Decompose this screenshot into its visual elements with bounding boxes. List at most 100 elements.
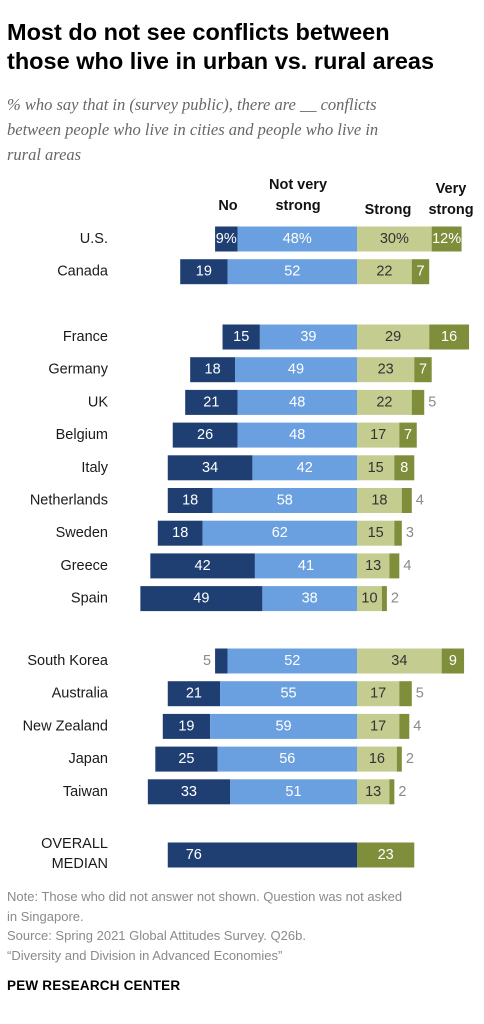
value-label-very-strong: 4	[413, 718, 421, 734]
bar-no	[172, 422, 238, 448]
bar-no	[155, 746, 218, 772]
bar-not-very-strong	[234, 357, 357, 383]
bar-very-strong	[394, 520, 402, 546]
value-label-very-strong: 3	[406, 525, 414, 541]
bar-strong	[357, 586, 382, 612]
value-label-strong: 13	[365, 784, 381, 800]
bar-not-very-strong	[230, 779, 357, 805]
value-label-strong: 16	[369, 751, 385, 767]
value-label-very-strong: 7	[404, 427, 412, 443]
bar-not-very-strong	[212, 488, 357, 513]
country-label: Greece	[60, 558, 108, 574]
bar-strong	[357, 713, 400, 739]
chart-title: Most do not see conflicts between those …	[7, 18, 477, 76]
bar-strong	[357, 389, 412, 415]
bar-very-strong	[389, 779, 395, 805]
value-label-very-strong: 2	[406, 751, 414, 767]
value-label-no: 21	[186, 686, 202, 702]
bar-very-strong	[414, 357, 432, 383]
bar-very-strong	[399, 681, 412, 707]
legend-no: No	[218, 198, 237, 214]
bar-no	[215, 226, 238, 252]
value-label-no: 26	[197, 427, 213, 443]
chart-subtitle: % who say that in (survey public), there…	[7, 92, 477, 167]
country-label: Canada	[57, 264, 109, 280]
value-label-strong: 29	[385, 329, 401, 345]
value-label-very-strong: 12%	[432, 231, 461, 247]
value-label-strong: 17	[370, 686, 386, 702]
value-label-no: 34	[202, 460, 218, 476]
bar-not-very-strong	[237, 389, 357, 415]
bar-strong	[357, 779, 390, 805]
bar-strong	[357, 488, 402, 513]
country-label: Netherlands	[30, 493, 108, 509]
bar-very-strong	[411, 389, 425, 415]
bar-no	[222, 324, 260, 350]
value-label-no: 25	[178, 751, 194, 767]
value-label-very-strong: 8	[400, 460, 408, 476]
bar-strong	[357, 681, 400, 707]
country-label: Germany	[48, 362, 108, 378]
value-label-strong: 22	[376, 394, 392, 410]
value-label-not-very-strong: 42	[297, 460, 313, 476]
bar-median-strong	[357, 842, 415, 868]
legend-strong: Strong	[365, 202, 412, 218]
value-label-strong: 17	[370, 718, 386, 734]
bar-strong	[357, 746, 397, 772]
bar-very-strong	[381, 586, 387, 612]
chart-notes: Note: Those who did not answer not shown…	[7, 887, 482, 965]
source-line: Source: Spring 2021 Global Attitudes Sur…	[7, 928, 306, 943]
value-label-not-very-strong: 48	[289, 427, 305, 443]
value-label-no: 19	[178, 718, 194, 734]
bar-strong	[357, 357, 415, 383]
bar-not-very-strong	[252, 455, 357, 481]
value-label-strong: 34	[391, 653, 407, 669]
bar-strong	[357, 259, 412, 285]
bar-not-very-strong	[220, 681, 357, 707]
bar-no	[162, 713, 211, 739]
value-label-no: 49	[193, 591, 209, 607]
country-label: Spain	[71, 591, 108, 607]
bar-no	[190, 357, 235, 383]
country-label: Sweden	[56, 525, 108, 541]
country-label: South Korea	[27, 653, 109, 669]
bar-no	[167, 455, 253, 481]
bar-strong	[357, 226, 432, 252]
bar-strong	[357, 520, 395, 546]
bar-not-very-strong	[237, 422, 357, 448]
value-label-no: 42	[195, 558, 211, 574]
value-label-no: 18	[172, 525, 188, 541]
bar-very-strong	[411, 259, 430, 285]
value-label-no: 18	[205, 362, 221, 378]
value-label-not-very-strong: 41	[298, 558, 314, 574]
value-label-not-very-strong: 48	[289, 394, 305, 410]
bar-very-strong	[396, 746, 402, 772]
bar-not-very-strong	[262, 586, 357, 612]
value-label-median-not-strong: 76	[186, 847, 202, 863]
title-line: those who live in urban vs. rural areas	[7, 48, 435, 74]
value-label-not-very-strong: 58	[277, 493, 293, 509]
subtitle-line: rural areas	[7, 145, 82, 164]
bar-not-very-strong	[227, 648, 357, 674]
value-label-very-strong: 5	[416, 686, 424, 702]
bar-not-very-strong	[217, 746, 357, 772]
value-label-very-strong: 16	[441, 329, 457, 345]
value-label-strong: 13	[365, 558, 381, 574]
bar-strong	[357, 455, 395, 481]
pew-logo-text: PEW RESEARCH CENTER	[7, 978, 181, 993]
value-label-no: 18	[182, 493, 198, 509]
value-label-very-strong: 4	[416, 493, 424, 509]
bar-strong	[357, 553, 390, 579]
note-line: in Singapore.	[7, 908, 84, 924]
subtitle-line: between people who live in cities and pe…	[7, 120, 379, 139]
value-label-very-strong: 7	[419, 362, 427, 378]
bar-very-strong	[399, 422, 417, 448]
value-label-strong: 30%	[380, 231, 409, 247]
value-label-strong: 15	[368, 460, 384, 476]
value-label-not-very-strong: 48%	[283, 231, 312, 247]
value-label-not-very-strong: 55	[280, 686, 296, 702]
value-label-no: 5	[203, 653, 211, 669]
value-label-very-strong: 9	[449, 653, 457, 669]
median-label: OVERALL MEDIAN	[41, 836, 108, 872]
